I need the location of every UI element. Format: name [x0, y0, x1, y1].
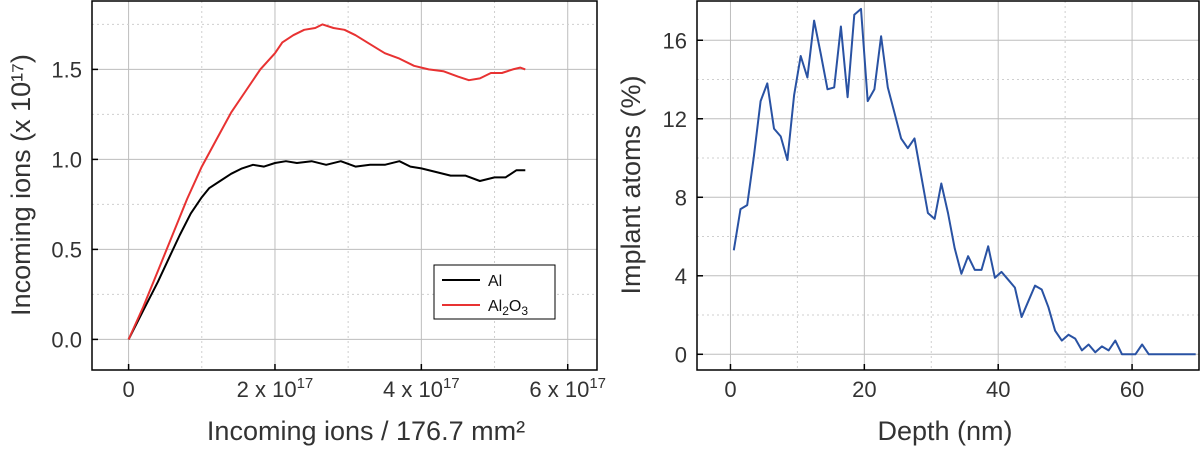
r-x-tick-label: 0 [724, 377, 736, 402]
l-y-tick-label: 0.5 [51, 237, 82, 262]
l-series-line-0 [127, 160, 526, 340]
right-plot-frame [696, 0, 1200, 371]
legend-box [433, 264, 556, 320]
r-y-tick-label: 12 [663, 107, 687, 132]
r-series-line-0 [732, 7, 1196, 356]
l-series-line-1 [127, 23, 526, 340]
r-x-tick-label: 20 [852, 377, 876, 402]
right-series-lines [732, 7, 1196, 356]
l-x-tick-label: 6 x 1017 [529, 375, 606, 402]
r-y-tick-label: 16 [663, 28, 687, 53]
right-chart: 0 20 40 60 0 4 8 12 16 Depth (nm) Implant atoms … [616, 0, 1200, 446]
l-y-tick-label: 1.5 [51, 57, 82, 82]
legend-label: Al [488, 273, 502, 290]
l-x-tick-label: 0 [122, 377, 134, 402]
r-x-tick-label: 60 [1120, 377, 1144, 402]
left-legend: Al Al2O3 [433, 264, 556, 320]
left-series-lines [127, 23, 526, 340]
left-y-axis-title: Incoming ions (x 10¹⁷) [6, 54, 36, 316]
r-x-tick-label: 40 [986, 377, 1010, 402]
right-ticks: 0 20 40 60 0 4 8 12 16 [663, 28, 1145, 402]
left-ticks: 0 2 x 1017 4 x 1017 6 x 1017 0.0 0.5 1.0 1.5 [51, 57, 606, 402]
right-y-axis-title: Implant atoms (%) [616, 75, 646, 294]
l-y-tick-label: 0.0 [51, 327, 82, 352]
right-plot-area [697, 1, 1199, 370]
legend-label: Al2O3 [488, 298, 528, 318]
r-y-tick-label: 8 [675, 185, 687, 210]
l-x-tick-label: 4 x 1017 [383, 375, 460, 402]
right-gridlines [697, 0, 1200, 370]
left-x-axis-title: Incoming ions / 176.7 mm² [207, 416, 525, 446]
l-y-tick-label: 1.0 [51, 147, 82, 172]
right-x-axis-title: Depth (nm) [877, 416, 1012, 446]
r-y-tick-label: 4 [675, 264, 687, 289]
left-plot-frame [91, 0, 598, 371]
r-y-tick-label: 0 [675, 342, 687, 367]
l-x-tick-label: 2 x 1017 [237, 375, 314, 402]
left-chart: 0 2 x 1017 4 x 1017 6 x 1017 0.0 0.5 1.0 1.5 Al… [6, 0, 606, 446]
